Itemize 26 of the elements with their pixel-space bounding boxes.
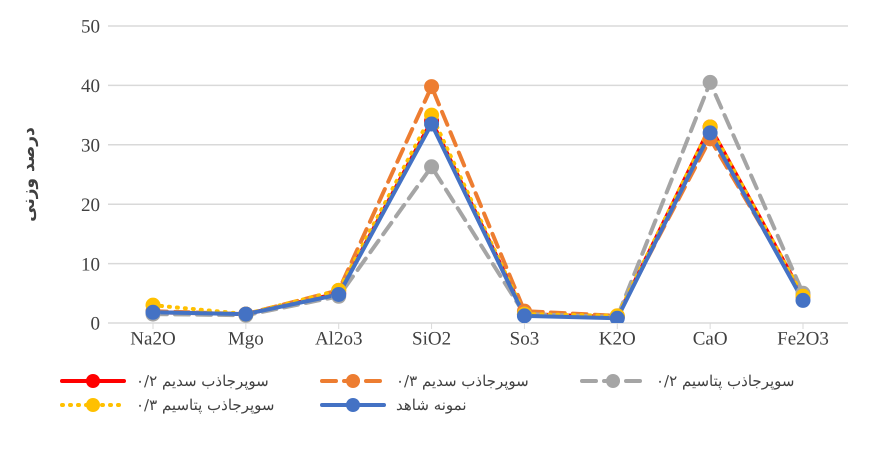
x-tick-label: SiO2 [412, 328, 452, 350]
x-tick-label: Na2O [130, 328, 176, 350]
point [424, 159, 440, 174]
x-tick-label: Al2o3 [314, 328, 362, 350]
y-tick-label: 50 [81, 16, 100, 38]
legend-label: سوپرجاذب پتاسیم ۰/۳ [136, 396, 274, 414]
legend-label: سوپرجاذب سدیم ۰/۲ [136, 372, 269, 390]
point [702, 74, 718, 90]
y-tick-label: 40 [81, 76, 100, 98]
legend-label: سوپرجاذب سدیم ۰/۳ [396, 372, 529, 390]
x-tick-label: Fe2O3 [777, 328, 829, 350]
y-tick-label: 0 [90, 314, 100, 335]
point [702, 125, 718, 140]
x-tick-label: K2O [598, 328, 636, 350]
legend-label: نمونه شاهد [396, 396, 467, 414]
y-tick-label: 10 [81, 254, 100, 276]
x-tick-label: Mgo [228, 328, 264, 350]
y-tick-label: 20 [81, 194, 100, 216]
point [424, 116, 440, 132]
x-tick-label: CaO [692, 328, 728, 350]
y-axis-title: درصد وزنی [19, 126, 40, 222]
x-tick-label: So3 [510, 328, 540, 350]
point [796, 292, 810, 308]
point [424, 79, 440, 94]
y-tick-label: 30 [81, 136, 100, 157]
legend-label: سوپرجاذب پتاسیم ۰/۲ [656, 372, 794, 390]
